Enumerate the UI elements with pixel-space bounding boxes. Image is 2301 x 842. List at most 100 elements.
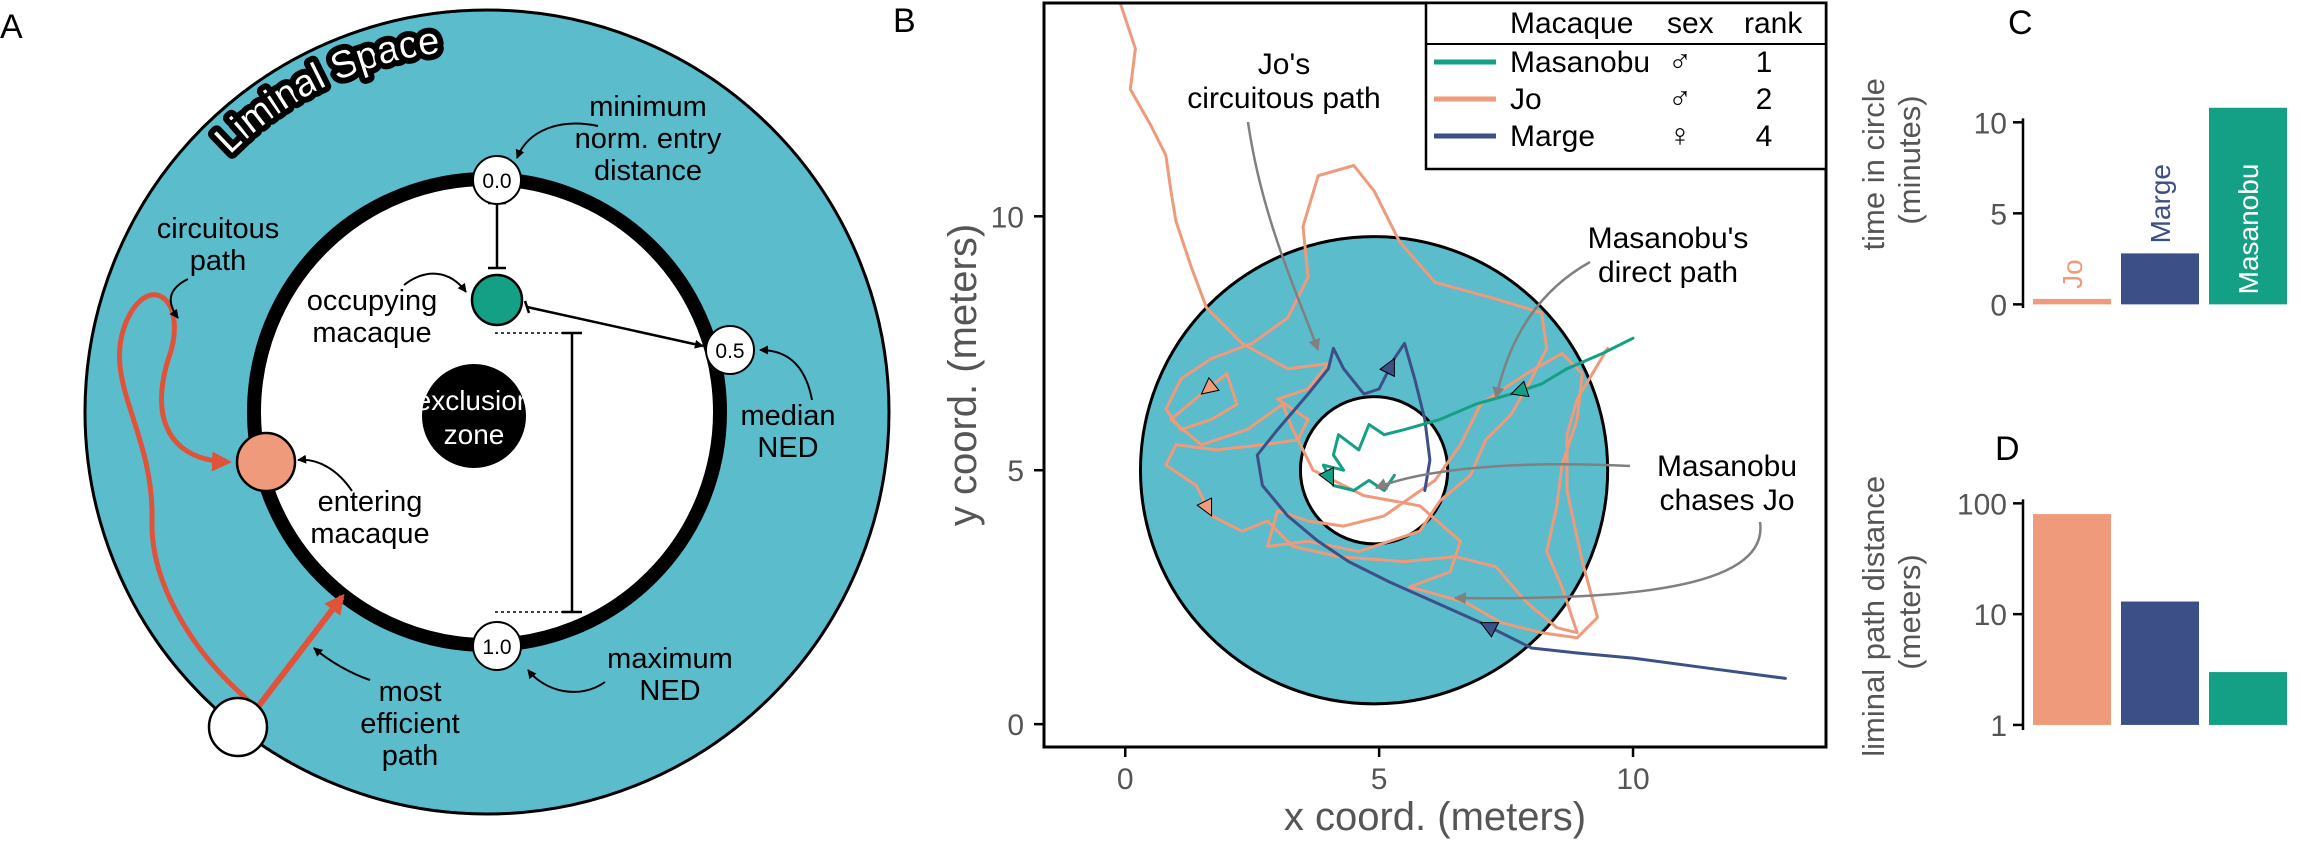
panel-d-letter: D — [1995, 430, 2020, 468]
jo-path-callout — [1246, 121, 1320, 352]
legend-rank: 1 — [1756, 46, 1773, 79]
legend-box — [1424, 1, 1828, 171]
min-ned-label-1: minimum — [589, 91, 707, 123]
direction-arrow-masanobu-2 — [1318, 466, 1334, 487]
median-ned-callout — [759, 345, 813, 401]
panel-c-bar-masanobu — [2209, 107, 2287, 305]
min-ned-callout — [515, 122, 599, 159]
jo-path-annotation-2: circuitous path — [1187, 82, 1380, 115]
direction-arrow-jo-1 — [1196, 497, 1213, 517]
marker-1-0 — [472, 621, 522, 671]
circuitous-path-arrow — [116, 292, 250, 702]
legend: Macaque sex rank Masanobu ♂ 1 Jo ♂ 2 Marge ♀ 4 — [1424, 1, 1828, 171]
legend-row-marge: Marge ♀ 4 — [1434, 117, 1772, 153]
chase-annotation-1: Masanobu — [1657, 450, 1797, 483]
panel-b-letter: B — [893, 2, 916, 40]
exclusion-zone-label-2: zone — [444, 419, 505, 450]
panel-d-y-axis-title-line-1: liminal path distance — [1856, 476, 1891, 757]
panel-d-y-tick-label: 10 — [1974, 599, 2007, 632]
max-ned-label-2: NED — [639, 675, 700, 707]
panel-d-y-tick-label: 100 — [1957, 488, 2007, 521]
panel-c-y-axis-title-line-2: (minutes) — [1892, 95, 1927, 224]
marker-0-5 — [705, 325, 755, 375]
direction-arrow-jo-2 — [1200, 376, 1220, 395]
x-axis-title: x coord. (meters) — [1284, 795, 1586, 839]
trajectory-jo — [1118, 3, 1610, 640]
median-ned-label-1: median — [740, 400, 835, 432]
panel-c-y-tick-label: 5 — [1990, 198, 2007, 231]
legend-sex: ♀ — [1668, 117, 1692, 153]
marker-0-5-label: 0.5 — [715, 340, 744, 363]
panel-a-letter: A — [0, 8, 23, 46]
panel-c-y-tick-label: 0 — [1990, 289, 2007, 322]
panel-c-y-axis-title-line-1: time in circle — [1856, 78, 1891, 250]
max-ned-callout — [527, 669, 606, 693]
panel-d-y-tick-label: 1 — [1990, 710, 2007, 743]
panel-c-y-tick-label: 10 — [1974, 107, 2007, 140]
occupying-label-2: macaque — [312, 317, 431, 349]
occupying-label-1: occupying — [307, 285, 438, 317]
masanobu-path-annotation-1: Masanobu's — [1588, 222, 1749, 255]
panel-d-liminal-distance: D liminal path distance (meters) 1 10 100 — [1856, 430, 2287, 757]
min-ned-label-2: norm. entry — [575, 123, 722, 155]
median-distance-cap — [523, 300, 531, 314]
legend-header-rank: rank — [1744, 7, 1803, 40]
start-position — [207, 696, 269, 758]
panel-c-bar-jo — [2033, 298, 2111, 305]
trajectory-masanobu — [1321, 336, 1635, 492]
occupying-callout — [403, 272, 467, 293]
circuitous-label-2: path — [190, 245, 246, 277]
legend-row-jo: Jo ♂ 2 — [1434, 80, 1772, 116]
x-tick-label: 5 — [1371, 763, 1388, 796]
legend-name: Masanobu — [1510, 46, 1650, 79]
circuitous-callout — [169, 278, 189, 319]
chase-annotation-2: chases Jo — [1659, 484, 1794, 517]
chase-callout-upper — [1374, 463, 1631, 490]
legend-header-sex: sex — [1667, 7, 1714, 40]
entering-label-1: entering — [318, 486, 423, 518]
y-axis-title: y coord. (meters) — [941, 224, 985, 526]
legend-rank: 2 — [1756, 83, 1773, 116]
direction-arrow-marge-1 — [1479, 622, 1500, 638]
entering-macaque — [235, 431, 297, 493]
exclusion-zone — [422, 364, 526, 468]
panel-d-y-axis-title-line-2: (meters) — [1892, 554, 1927, 669]
panel-c-letter: C — [2008, 4, 2033, 42]
entering-label-2: macaque — [310, 518, 429, 550]
panel-c-bar-marge — [2121, 253, 2199, 305]
circuitous-label-1: circuitous — [157, 213, 280, 245]
max-ned-label-1: maximum — [607, 643, 733, 675]
legend-name: Marge — [1510, 120, 1595, 153]
panel-d-bar-masanobu — [2209, 672, 2287, 725]
legend-name: Jo — [1510, 83, 1542, 116]
direction-arrow-masanobu-1 — [1510, 380, 1530, 398]
jo-path-annotation-1: Jo's — [1258, 48, 1310, 81]
efficient-label-1: most — [379, 676, 442, 708]
median-distance-line — [526, 305, 704, 349]
efficient-callout — [313, 647, 371, 681]
y-tick-label: 0 — [1007, 709, 1024, 742]
y-tick-label: 10 — [991, 201, 1024, 234]
direction-arrow-marge-2 — [1379, 357, 1395, 378]
legend-header-macaque: Macaque — [1510, 7, 1633, 40]
legend-sex: ♂ — [1668, 43, 1692, 79]
panel-a-schematic: A Liminal Space exclusion zone 0.0 0.5 1… — [0, 8, 891, 816]
efficient-label-3: path — [382, 740, 438, 772]
panel-c-y-axis-title: time in circle (minutes) — [1856, 70, 1927, 251]
trajectory-marge — [1255, 341, 1787, 680]
legend-sex: ♂ — [1668, 80, 1692, 116]
y-tick-label: 5 — [1007, 455, 1024, 488]
x-tick-label: 0 — [1117, 763, 1134, 796]
chase-callout-lower — [1453, 521, 1762, 605]
masanobu-path-annotation-2: direct path — [1598, 256, 1738, 289]
x-tick-label: 10 — [1616, 763, 1649, 796]
exclusion-zone-label-1: exclusion — [416, 385, 533, 416]
legend-row-masanobu: Masanobu ♂ 1 — [1434, 43, 1772, 79]
panel-d-y-axis-title: liminal path distance (meters) — [1856, 467, 1927, 757]
entering-callout — [297, 454, 353, 492]
marker-0-0 — [472, 155, 522, 205]
efficient-label-2: efficient — [360, 708, 459, 740]
panel-d-bar-jo — [2033, 514, 2111, 725]
efficient-path-arrow — [251, 593, 345, 714]
